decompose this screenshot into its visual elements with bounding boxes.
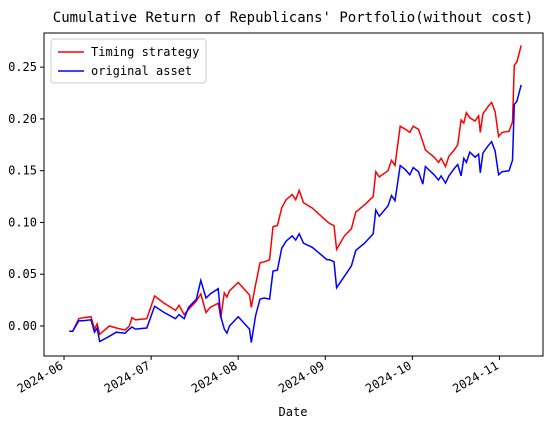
line-series	[69, 84, 522, 343]
y-tick-label: 0.15	[8, 164, 37, 178]
x-tick-label: 2024-06	[15, 358, 66, 395]
x-tick-label: 2024-11	[450, 358, 501, 395]
legend-box	[50, 38, 207, 84]
x-axis-label: Date	[279, 405, 308, 419]
legend-label: original asset	[91, 64, 192, 78]
x-tick-label: 2024-10	[363, 358, 414, 395]
x-tick-label: 2024-08	[189, 358, 240, 395]
chart-title: Cumulative Return of Republicans' Portfo…	[53, 10, 533, 26]
x-tick-label: 2024-07	[102, 358, 153, 395]
x-tick-label: 2024-09	[276, 358, 327, 395]
y-tick-label: 0.10	[8, 215, 37, 229]
y-tick-label: 0.00	[8, 319, 37, 333]
legend-label: Timing strategy	[91, 45, 199, 59]
y-tick-label: 0.25	[8, 60, 37, 74]
plot-frame	[43, 32, 544, 357]
y-tick-label: 0.20	[8, 112, 37, 126]
line-series	[69, 45, 522, 336]
y-tick-label: 0.05	[8, 267, 37, 281]
